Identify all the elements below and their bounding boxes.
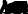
Text: Block error probability: Block error probability bbox=[0, 12, 28, 14]
Text: $\mathbb{B}_1$: $\mathbb{B}_1$ bbox=[25, 0, 28, 14]
Text: Fig. 4.   Moderate deviations regime: Measure how fast the series of points: Fig. 4. Moderate deviations regime: Meas… bbox=[1, 12, 28, 14]
Text: $\mathbb{B}_2$: $\mathbb{B}_2$ bbox=[23, 0, 28, 14]
Text: $(P_n, I(W) - R_n)$ tends to the origin.: $(P_n, I(W) - R_n)$ tends to the origin. bbox=[1, 13, 28, 14]
Text: Gap to capacity$\uparrow$: Gap to capacity$\uparrow$ bbox=[1, 1, 28, 14]
